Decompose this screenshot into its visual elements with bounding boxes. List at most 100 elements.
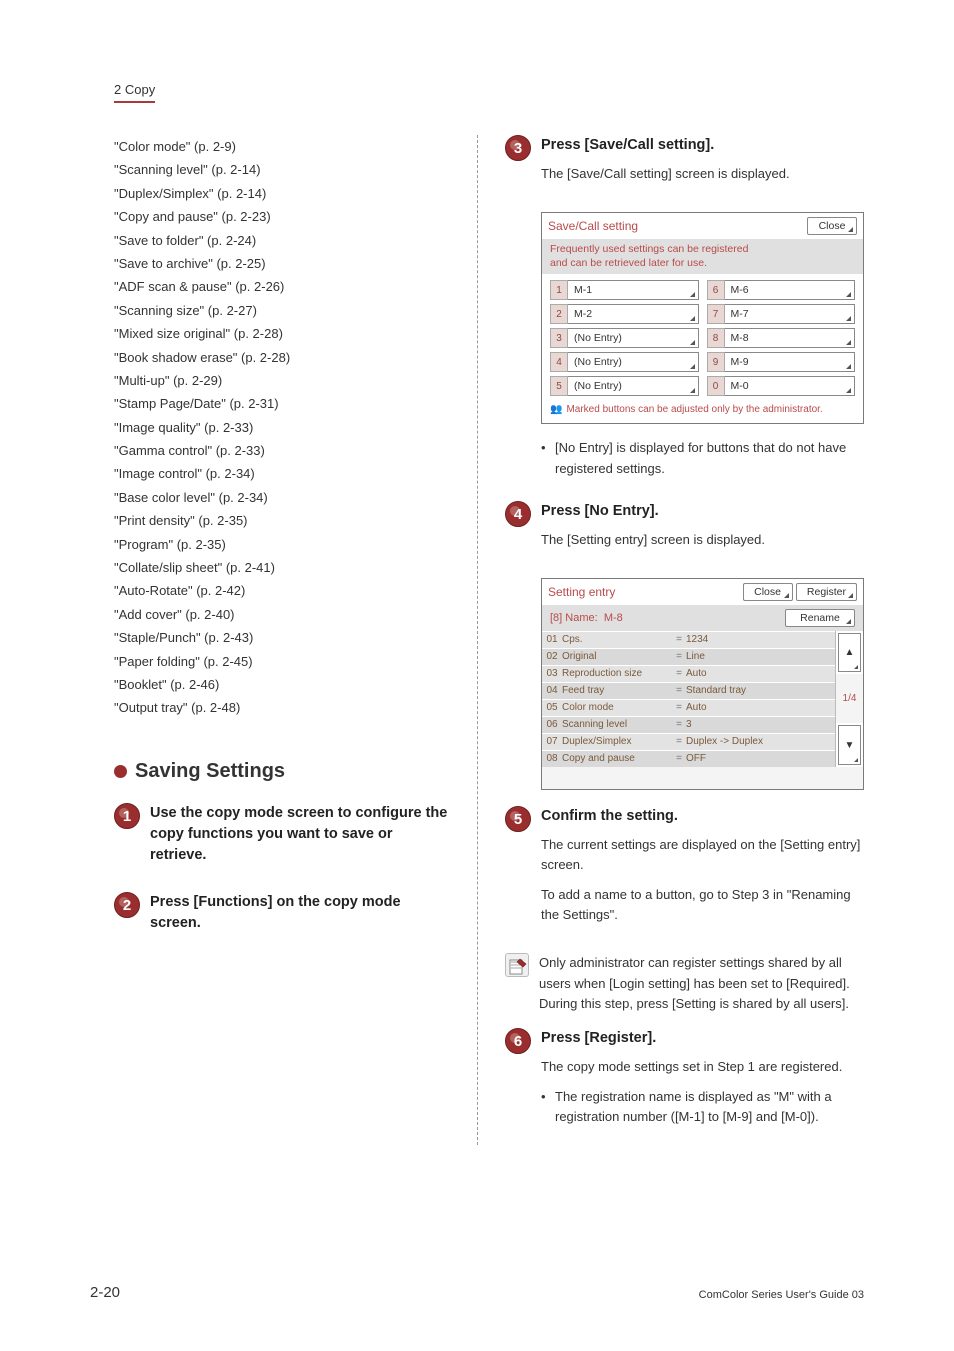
setting-slot[interactable]: 0M-0 xyxy=(707,376,856,396)
panel-footer: 👥 Marked buttons can be adjusted only by… xyxy=(542,400,863,423)
step-2: 2 Press [Functions] on the copy mode scr… xyxy=(114,892,449,942)
note-icon xyxy=(505,953,529,977)
reference-item: "Stamp Page/Date" (p. 2-31) xyxy=(114,392,449,415)
slot-number: 4 xyxy=(550,352,568,372)
step-title: Press [No Entry]. xyxy=(541,501,864,522)
reference-item: "Staple/Punch" (p. 2-43) xyxy=(114,626,449,649)
reference-list: "Color mode" (p. 2-9)"Scanning level" (p… xyxy=(114,135,449,720)
reference-item: "Image quality" (p. 2-33) xyxy=(114,416,449,439)
step-title: Confirm the setting. xyxy=(541,806,864,827)
info-callout: Only administrator can register settings… xyxy=(505,953,864,1013)
reference-item: "Image control" (p. 2-34) xyxy=(114,462,449,485)
reference-item: "Duplex/Simplex" (p. 2-14) xyxy=(114,182,449,205)
scroll-up-button[interactable]: ▲ xyxy=(838,633,861,673)
close-button[interactable]: Close xyxy=(807,217,857,235)
panel-title: Setting entry xyxy=(548,585,615,599)
setting-slot[interactable]: 5(No Entry) xyxy=(550,376,699,396)
slot-button[interactable]: M-2 xyxy=(568,304,699,324)
step-title: Press [Save/Call setting]. xyxy=(541,135,864,156)
reference-item: "Scanning size" (p. 2-27) xyxy=(114,299,449,322)
setting-entry-panel: Setting entry Close Register [8] Name: M… xyxy=(541,578,864,790)
slot-number: 5 xyxy=(550,376,568,396)
step-6: 6 Press [Register]. The copy mode settin… xyxy=(505,1028,864,1127)
step-text: To add a name to a button, go to Step 3 … xyxy=(541,885,864,925)
step-text: The [Setting entry] screen is displayed. xyxy=(541,530,864,550)
setting-slot[interactable]: 4(No Entry) xyxy=(550,352,699,372)
step-6-note: The registration name is displayed as "M… xyxy=(541,1087,864,1127)
slot-number: 7 xyxy=(707,304,725,324)
setting-row: 03Reproduction size=Auto xyxy=(542,665,835,682)
step-number-badge: 6 xyxy=(505,1028,531,1054)
setting-row: 08Copy and pause=OFF xyxy=(542,750,835,767)
reference-item: "Color mode" (p. 2-9) xyxy=(114,135,449,158)
right-column: 3 Press [Save/Call setting]. The [Save/C… xyxy=(477,135,864,1145)
slot-button[interactable]: M-0 xyxy=(725,376,856,396)
slot-button[interactable]: M-7 xyxy=(725,304,856,324)
panel-title: Save/Call setting xyxy=(548,219,638,233)
step-title: Press [Functions] on the copy mode scree… xyxy=(150,892,449,934)
reference-item: "Paper folding" (p. 2-45) xyxy=(114,650,449,673)
step-title: Use the copy mode screen to configure th… xyxy=(150,803,449,866)
slot-number: 9 xyxy=(707,352,725,372)
setting-row: 05Color mode=Auto xyxy=(542,699,835,716)
reference-item: "Save to archive" (p. 2-25) xyxy=(114,252,449,275)
step-number-badge: 3 xyxy=(505,135,531,161)
setting-slot[interactable]: 7M-7 xyxy=(707,304,856,324)
step-number-badge: 1 xyxy=(114,803,140,829)
setting-row: 04Feed tray=Standard tray xyxy=(542,682,835,699)
reference-item: "Book shadow erase" (p. 2-28) xyxy=(114,346,449,369)
reference-item: "Copy and pause" (p. 2-23) xyxy=(114,205,449,228)
reference-item: "Multi-up" (p. 2-29) xyxy=(114,369,449,392)
step-3-note: [No Entry] is displayed for buttons that… xyxy=(541,438,864,478)
reference-item: "Add cover" (p. 2-40) xyxy=(114,603,449,626)
slot-number: 6 xyxy=(707,280,725,300)
slot-button[interactable]: M-9 xyxy=(725,352,856,372)
bullet-icon xyxy=(114,765,127,778)
slot-button[interactable]: M-6 xyxy=(725,280,856,300)
admin-icon: 👥 xyxy=(550,404,562,415)
step-5: 5 Confirm the setting. The current setti… xyxy=(505,806,864,936)
step-text: The [Save/Call setting] screen is displa… xyxy=(541,164,864,184)
setting-slot[interactable]: 3(No Entry) xyxy=(550,328,699,348)
step-number-badge: 5 xyxy=(505,806,531,832)
step-text: The copy mode settings set in Step 1 are… xyxy=(541,1057,864,1077)
reference-item: "Booklet" (p. 2-46) xyxy=(114,673,449,696)
info-text: Only administrator can register settings… xyxy=(539,953,864,1013)
slot-button[interactable]: M-1 xyxy=(568,280,699,300)
slot-button[interactable]: (No Entry) xyxy=(568,376,699,396)
setting-slot[interactable]: 1M-1 xyxy=(550,280,699,300)
reference-item: "Base color level" (p. 2-34) xyxy=(114,486,449,509)
step-1: 1 Use the copy mode screen to configure … xyxy=(114,803,449,874)
reference-item: "Program" (p. 2-35) xyxy=(114,533,449,556)
reference-item: "Collate/slip sheet" (p. 2-41) xyxy=(114,556,449,579)
step-4: 4 Press [No Entry]. The [Setting entry] … xyxy=(505,501,864,560)
setting-slot[interactable]: 9M-9 xyxy=(707,352,856,372)
column-divider xyxy=(477,135,478,1145)
footer-guide: ComColor Series User's Guide 03 xyxy=(699,1289,864,1301)
slot-button[interactable]: (No Entry) xyxy=(568,328,699,348)
page-number: 2-20 xyxy=(90,1284,120,1301)
reference-item: "Output tray" (p. 2-48) xyxy=(114,696,449,719)
left-column: "Color mode" (p. 2-9)"Scanning level" (p… xyxy=(90,135,477,1145)
reference-item: "Scanning level" (p. 2-14) xyxy=(114,158,449,181)
chapter-label: 2 Copy xyxy=(114,82,155,103)
reference-item: "Print density" (p. 2-35) xyxy=(114,509,449,532)
setting-slot[interactable]: 2M-2 xyxy=(550,304,699,324)
reference-item: "Mixed size original" (p. 2-28) xyxy=(114,322,449,345)
slot-number: 8 xyxy=(707,328,725,348)
panel-subheading: Frequently used settings can be register… xyxy=(542,239,863,274)
slot-button[interactable]: M-8 xyxy=(725,328,856,348)
reference-item: "Save to folder" (p. 2-24) xyxy=(114,229,449,252)
rename-button[interactable]: Rename xyxy=(785,609,855,627)
reference-item: "Gamma control" (p. 2-33) xyxy=(114,439,449,462)
scroll-down-button[interactable]: ▼ xyxy=(838,725,861,765)
step-number-badge: 2 xyxy=(114,892,140,918)
register-button[interactable]: Register xyxy=(796,583,857,601)
section-heading: Saving Settings xyxy=(114,760,449,783)
setting-row: 02Original=Line xyxy=(542,648,835,665)
close-button[interactable]: Close xyxy=(743,583,793,601)
page-indicator: 1/4 xyxy=(836,674,863,723)
setting-slot[interactable]: 8M-8 xyxy=(707,328,856,348)
setting-slot[interactable]: 6M-6 xyxy=(707,280,856,300)
slot-button[interactable]: (No Entry) xyxy=(568,352,699,372)
